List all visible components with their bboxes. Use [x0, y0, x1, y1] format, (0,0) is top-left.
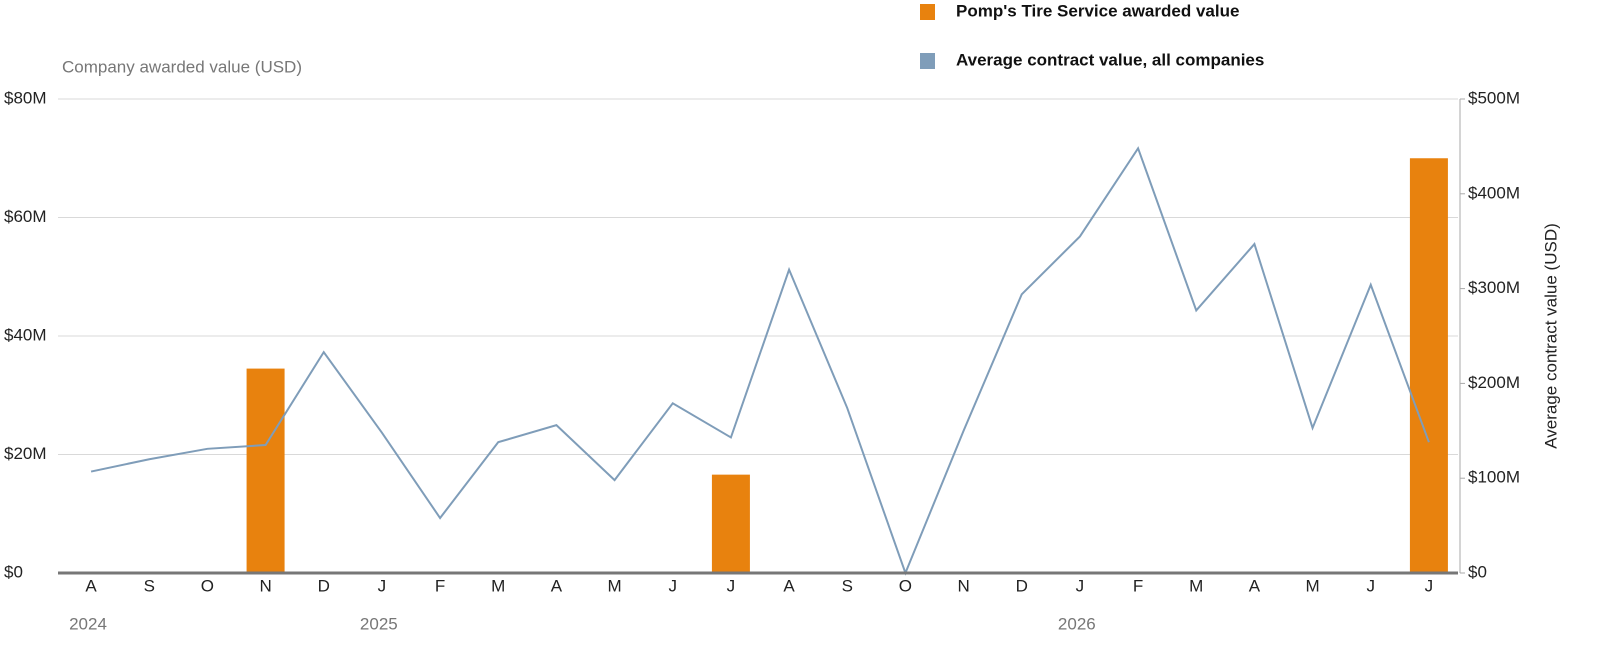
- x-tick-label: J: [1367, 576, 1376, 595]
- year-label: 2024: [69, 614, 107, 633]
- left-axis-title: Company awarded value (USD): [62, 57, 302, 76]
- y2-tick-label: $100M: [1468, 468, 1520, 487]
- y-tick-label: $60M: [4, 207, 47, 226]
- y2-tick-label: $500M: [1468, 88, 1520, 107]
- x-tick-label: S: [842, 576, 853, 595]
- x-tick-label: M: [607, 576, 621, 595]
- x-tick-label: D: [318, 576, 330, 595]
- x-tick-label: F: [1133, 576, 1143, 595]
- legend-swatch: [920, 4, 935, 20]
- x-tick-label: J: [1425, 576, 1434, 595]
- x-tick-label: S: [144, 576, 155, 595]
- x-tick-label: D: [1016, 576, 1028, 595]
- x-tick-label: M: [1305, 576, 1319, 595]
- x-tick-label: M: [491, 576, 505, 595]
- x-tick-label: J: [669, 576, 678, 595]
- y-tick-label: $40M: [4, 325, 47, 344]
- bar: [711, 474, 750, 573]
- y2-tick-label: $400M: [1468, 183, 1520, 202]
- x-tick-label: N: [957, 576, 969, 595]
- year-label: 2025: [360, 614, 398, 633]
- y-tick-label: $20M: [4, 444, 47, 463]
- bar: [246, 368, 285, 573]
- x-tick-label: A: [1249, 576, 1261, 595]
- line: [90, 146, 1430, 576]
- y2-tick-label: $300M: [1468, 278, 1520, 297]
- x-tick-label: F: [435, 576, 445, 595]
- x-tick-label: J: [727, 576, 736, 595]
- right-axis-title: Average contract value (USD): [1541, 223, 1560, 449]
- legend-label: Pomp's Tire Service awarded value: [956, 1, 1239, 20]
- x-tick-label: J: [378, 576, 387, 595]
- y-tick-label: $0: [4, 562, 23, 581]
- x-tick-label: N: [259, 576, 271, 595]
- x-tick-label: A: [783, 576, 795, 595]
- year-label: 2026: [1058, 614, 1096, 633]
- y2-tick-label: $200M: [1468, 373, 1520, 392]
- x-tick-label: O: [201, 576, 214, 595]
- x-tick-label: A: [85, 576, 97, 595]
- legend-label: Average contract value, all companies: [956, 50, 1264, 69]
- x-tick-label: M: [1189, 576, 1203, 595]
- x-tick-label: A: [551, 576, 563, 595]
- x-tick-label: O: [899, 576, 912, 595]
- y-tick-label: $80M: [4, 88, 47, 107]
- x-tick-label: J: [1076, 576, 1085, 595]
- bar: [1409, 158, 1448, 573]
- y2-tick-label: $0: [1468, 562, 1487, 581]
- legend-swatch: [920, 53, 935, 69]
